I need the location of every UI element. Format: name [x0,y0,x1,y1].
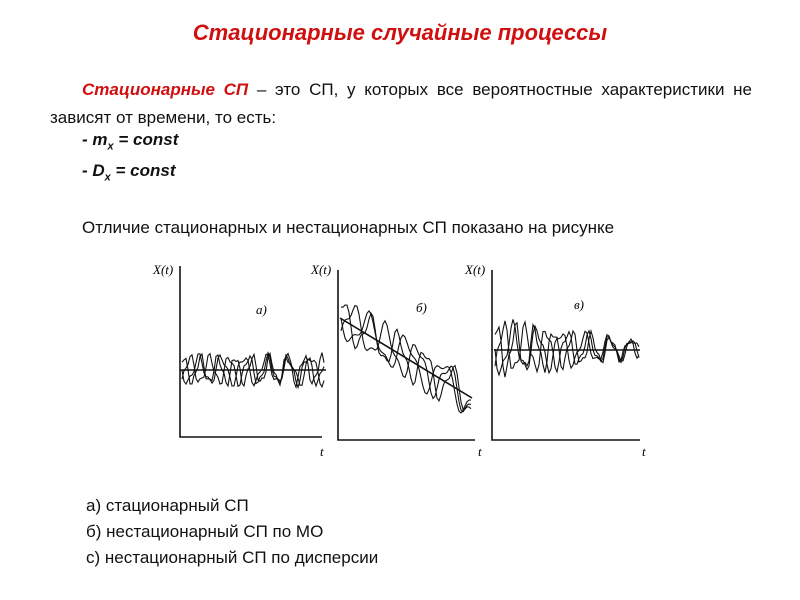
realization [340,304,472,413]
panel-tag: б) [416,300,427,315]
term: Стационарные СП [82,80,249,99]
rest: = const [113,130,179,149]
condition: - Dx = const [82,161,176,183]
prefix: - [82,130,93,149]
subscript: x [104,171,111,184]
realization [494,321,640,378]
realization [340,304,472,410]
x-label: t [320,444,324,459]
realization [181,351,325,390]
symbol: D [92,161,105,180]
rest: = const [110,161,176,180]
axis [179,266,322,438]
definition: Стационарные СП – это СП, у которых все … [50,76,752,132]
caption: с) нестационарный СП по дисперсии [86,548,379,567]
x-label: t [642,444,646,459]
y-label: X(t) [464,262,485,277]
caption: б) нестационарный СП по МО [86,522,324,541]
figure-intro: Отличие стационарных и нестационарных СП… [82,218,615,237]
subscript: x [107,140,114,153]
condition: - mx = const [82,130,178,152]
prefix: - [82,161,93,180]
realization [181,351,325,390]
axis [491,270,640,441]
axis [337,270,475,441]
realization [494,319,640,377]
caption: а) стационарный СП [86,496,249,515]
realizations [181,304,640,414]
panel-tag: в) [574,297,584,312]
panel-tag: а) [256,302,267,317]
x-label: t [478,444,482,459]
definition-text: – это СП, у которых все вероятностные ха… [50,80,752,127]
title: Стационарные случайные процессы [192,20,608,45]
y-label: X(t) [310,262,331,277]
y-label: X(t) [152,262,173,277]
symbol: m [92,130,108,149]
